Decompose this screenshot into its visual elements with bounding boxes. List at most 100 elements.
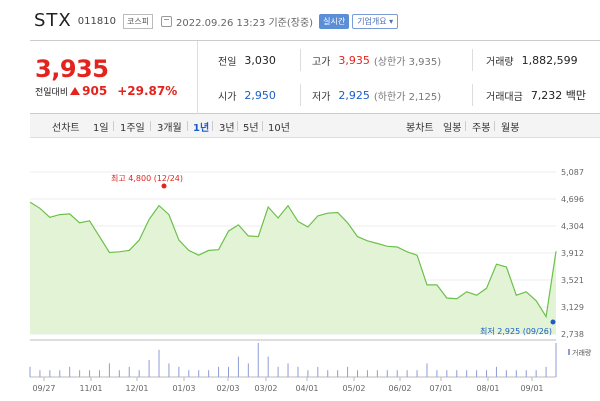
low-price: 저가 2,925 (하한가 2,125) [312, 85, 441, 105]
volume-bar [535, 370, 537, 377]
volume-bar [297, 366, 299, 377]
volume-label: 거래량 [572, 348, 592, 357]
volume-bar [476, 370, 478, 377]
volume-bar [307, 370, 309, 377]
high-annotation: 최고 4,800 (12/24) [111, 173, 183, 183]
x-tick-label: 09/27 [32, 384, 55, 393]
volume-bar [158, 349, 160, 377]
tab-1y[interactable]: 1년 [193, 123, 210, 134]
clock-icon [161, 15, 173, 27]
quote-panel: 3,935 전일대비 905 +29.87% 전일 3,030 고가 3,935… [30, 40, 600, 114]
volume-bar [505, 370, 507, 377]
volume-bar [466, 370, 468, 377]
volume-bar [227, 366, 229, 377]
volume-bar [237, 356, 239, 377]
stock-name: STX [34, 9, 72, 31]
x-tick-label: 09/01 [520, 384, 543, 393]
volume-bar [357, 370, 359, 377]
y-tick-label: 5,087 [561, 168, 584, 177]
prev-close-label: 전일 [218, 56, 237, 68]
volume-bar [337, 370, 339, 377]
upper-limit: (상한가 3,935) [373, 56, 442, 68]
volume-bar [376, 370, 378, 377]
stock-header: STX 011810 코스피 2022.09.26 13:23 기준(장중) 실… [0, 0, 600, 40]
tab-1d[interactable]: 1일 [93, 123, 109, 134]
tab-5y[interactable]: 5년 [243, 123, 259, 134]
volume-bar [257, 343, 259, 377]
high-point [161, 183, 167, 189]
volume-bar [49, 370, 51, 377]
company-overview-button[interactable]: 기업개요 ▾ [352, 13, 399, 29]
high-low-marks: 최고 4,800 (12/24) 최저 2,925 (09/26) [111, 173, 556, 336]
volume-bar [178, 366, 180, 377]
low-value: 2,925 [338, 88, 370, 102]
tab-1w[interactable]: 1주일 [120, 123, 145, 134]
volume-legend-icon [568, 349, 570, 355]
volume-bar [79, 370, 81, 377]
x-tick-label: 01/03 [172, 384, 195, 393]
change-percent: +29.87% [117, 84, 178, 98]
volume-bar [128, 366, 130, 377]
volume-bar [277, 366, 279, 377]
tab-10y[interactable]: 10년 [268, 123, 290, 134]
y-tick-label: 3,129 [561, 303, 584, 312]
volume-bar [138, 370, 140, 377]
tab-daily-candle[interactable]: 일봉 [443, 123, 462, 134]
trade-amount: 거래대금 7,232 백만 [486, 85, 586, 105]
volume-bar [59, 370, 61, 377]
price-area [30, 202, 556, 334]
high-value: 3,935 [338, 53, 370, 67]
volume-bar [555, 343, 557, 377]
volume-bar [188, 370, 190, 377]
y-tick-label: 3,912 [561, 249, 584, 258]
open-price: 시가 2,950 [218, 85, 276, 105]
stock-code: 011810 [77, 16, 116, 27]
up-triangle-icon [70, 87, 81, 95]
price-line [29, 201, 557, 319]
prev-close-value: 3,030 [244, 53, 276, 67]
volume-bar [317, 366, 319, 377]
volume-bar [515, 370, 517, 377]
volume-bar [118, 370, 120, 377]
price-chart[interactable]: 5,087 4,696 4,304 3,912 3,521 3,129 2,738 최고 4… [0, 150, 600, 401]
tab-weekly-candle[interactable]: 주봉 [472, 123, 491, 134]
volume-bar [287, 363, 289, 377]
volume-bar [456, 370, 458, 377]
volume-bar [416, 370, 418, 377]
volume-bar [446, 370, 448, 377]
volume-bar [495, 366, 497, 377]
volume-bar [426, 363, 428, 377]
volume-bar [148, 360, 150, 377]
volume-bar [69, 366, 71, 377]
x-tick-label: 04/01 [295, 384, 318, 393]
y-axis: 5,087 4,696 4,304 3,912 3,521 3,129 2,738 [561, 168, 584, 339]
volume-bar [327, 370, 329, 377]
x-tick-label: 02/03 [216, 384, 239, 393]
volume-bars: 거래량 [29, 343, 592, 377]
prev-close: 전일 3,030 [218, 50, 276, 70]
x-tick-label: 05/02 [342, 384, 365, 393]
volume-bar [208, 370, 210, 377]
volume-value: 1,882,599 [521, 53, 578, 67]
volume-bar [267, 356, 269, 377]
tab-3m[interactable]: 3개월 [157, 123, 182, 134]
y-tick-label: 2,738 [561, 330, 584, 339]
volume-bar [436, 370, 438, 377]
candle-chart-label: 봉차트 [406, 123, 434, 134]
volume-label: 거래량 [486, 56, 514, 68]
tab-monthly-candle[interactable]: 월봉 [501, 123, 520, 134]
x-tick-label: 12/01 [125, 384, 148, 393]
open-value: 2,950 [244, 88, 276, 102]
volume-bar [89, 370, 91, 377]
x-axis: 09/27 11/01 12/01 01/03 02/03 03/02 04/01 05/02… [32, 377, 544, 393]
trade-amount-value: 7,232 백만 [530, 89, 587, 102]
volume-bar [29, 366, 31, 377]
lower-limit: (하한가 2,125) [373, 91, 442, 103]
volume-bar [247, 363, 249, 377]
realtime-button[interactable]: 실시간 [319, 13, 350, 29]
low-label: 저가 [312, 91, 331, 103]
market-badge: 코스피 [122, 13, 154, 29]
tab-3y[interactable]: 3년 [219, 123, 235, 134]
volume-bar [396, 370, 398, 377]
change-row: 전일대비 905 +29.87% [35, 84, 177, 98]
